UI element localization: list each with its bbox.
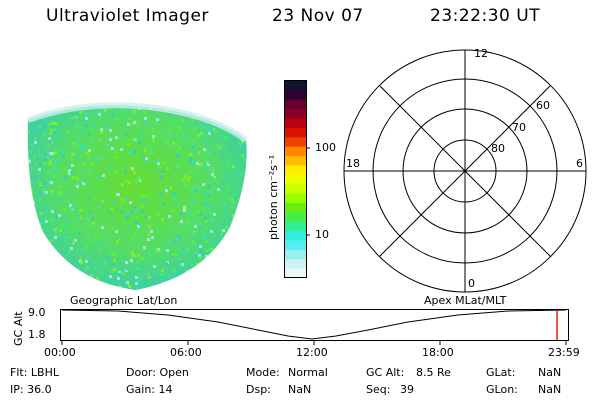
colorbar-segment <box>285 174 306 185</box>
colorbar-segment <box>285 99 306 110</box>
gain-info: Gain: 14 <box>126 383 173 396</box>
timeline-tick-1200: 12:00 <box>296 346 328 359</box>
seq-label: Seq: <box>366 383 391 396</box>
gcalt-value: 8.5 Re <box>416 366 451 379</box>
glat-label: GLat: <box>486 366 516 379</box>
auroral-image <box>26 102 248 291</box>
colorbar-segment <box>285 268 306 279</box>
colorbar-segment <box>285 165 306 176</box>
colorbar-segment <box>285 193 306 204</box>
colorbar-segment <box>285 127 306 138</box>
colorbar-units-label: photon cm⁻²s⁻¹ <box>267 154 280 240</box>
timeline-tick-0000: 00:00 <box>44 346 76 359</box>
mlt-label-6: 6 <box>576 157 583 170</box>
lat-label-60: 60 <box>536 99 550 112</box>
colorbar-tick-100: 100 <box>315 141 336 154</box>
mlt-polar-grid <box>343 49 587 293</box>
filter-info: Flt: LBHL <box>10 366 59 379</box>
colorbar-segment <box>285 202 306 213</box>
colorbar-segment <box>285 231 306 241</box>
timeline-left-title: Geographic Lat/Lon <box>70 294 178 307</box>
colorbar-segment <box>285 184 306 195</box>
colorbar-segment <box>285 109 306 120</box>
lat-label-70: 70 <box>512 121 526 134</box>
colorbar-segment <box>285 249 306 260</box>
lat-label-80: 80 <box>491 142 505 155</box>
altitude-timeline <box>60 309 569 345</box>
timeline-ymax: 9.0 <box>28 306 46 319</box>
colorbar <box>284 80 310 279</box>
colorbar-segment <box>285 221 306 232</box>
glon-value: NaN <box>538 383 562 396</box>
colorbar-segment <box>285 81 306 91</box>
mlt-label-12: 12 <box>474 47 488 60</box>
colorbar-tick-10: 10 <box>315 228 329 241</box>
colorbar-segment <box>285 146 306 157</box>
colorbar-segment <box>285 118 306 129</box>
colorbar-segment <box>285 137 306 148</box>
glon-label: GLon: <box>486 383 518 396</box>
mlt-label-18: 18 <box>346 157 360 170</box>
timeline-tick-2359: 23:59 <box>548 346 580 359</box>
glat-value: NaN <box>538 366 562 379</box>
timeline-tick-1800: 18:00 <box>422 346 454 359</box>
timeline-ymin: 1.8 <box>28 328 46 341</box>
gcalt-label: GC Alt: <box>366 366 405 379</box>
colorbar-segment <box>285 240 306 251</box>
ip-info: IP: 36.0 <box>10 383 52 396</box>
mode-value: Normal <box>288 366 328 379</box>
colorbar-segment <box>285 90 306 101</box>
timeline-tick-0600: 06:00 <box>170 346 202 359</box>
colorbar-segment <box>285 156 306 166</box>
date-label: 23 Nov 07 <box>272 6 364 26</box>
door-info: Door: Open <box>126 366 189 379</box>
seq-value: 39 <box>400 383 414 396</box>
timeline-ylabel: GC Alt <box>12 311 25 346</box>
time-label: 23:22:30 UT <box>430 6 541 26</box>
instrument-title: Ultraviolet Imager <box>46 6 209 26</box>
colorbar-segment <box>285 259 306 270</box>
dsp-label: Dsp: <box>246 383 271 396</box>
mlt-label-0: 0 <box>468 277 475 290</box>
timeline-right-title: Apex MLat/MLT <box>424 294 507 307</box>
mode-label: Mode: <box>246 366 280 379</box>
dsp-value: NaN <box>288 383 312 396</box>
colorbar-segment <box>285 212 306 223</box>
